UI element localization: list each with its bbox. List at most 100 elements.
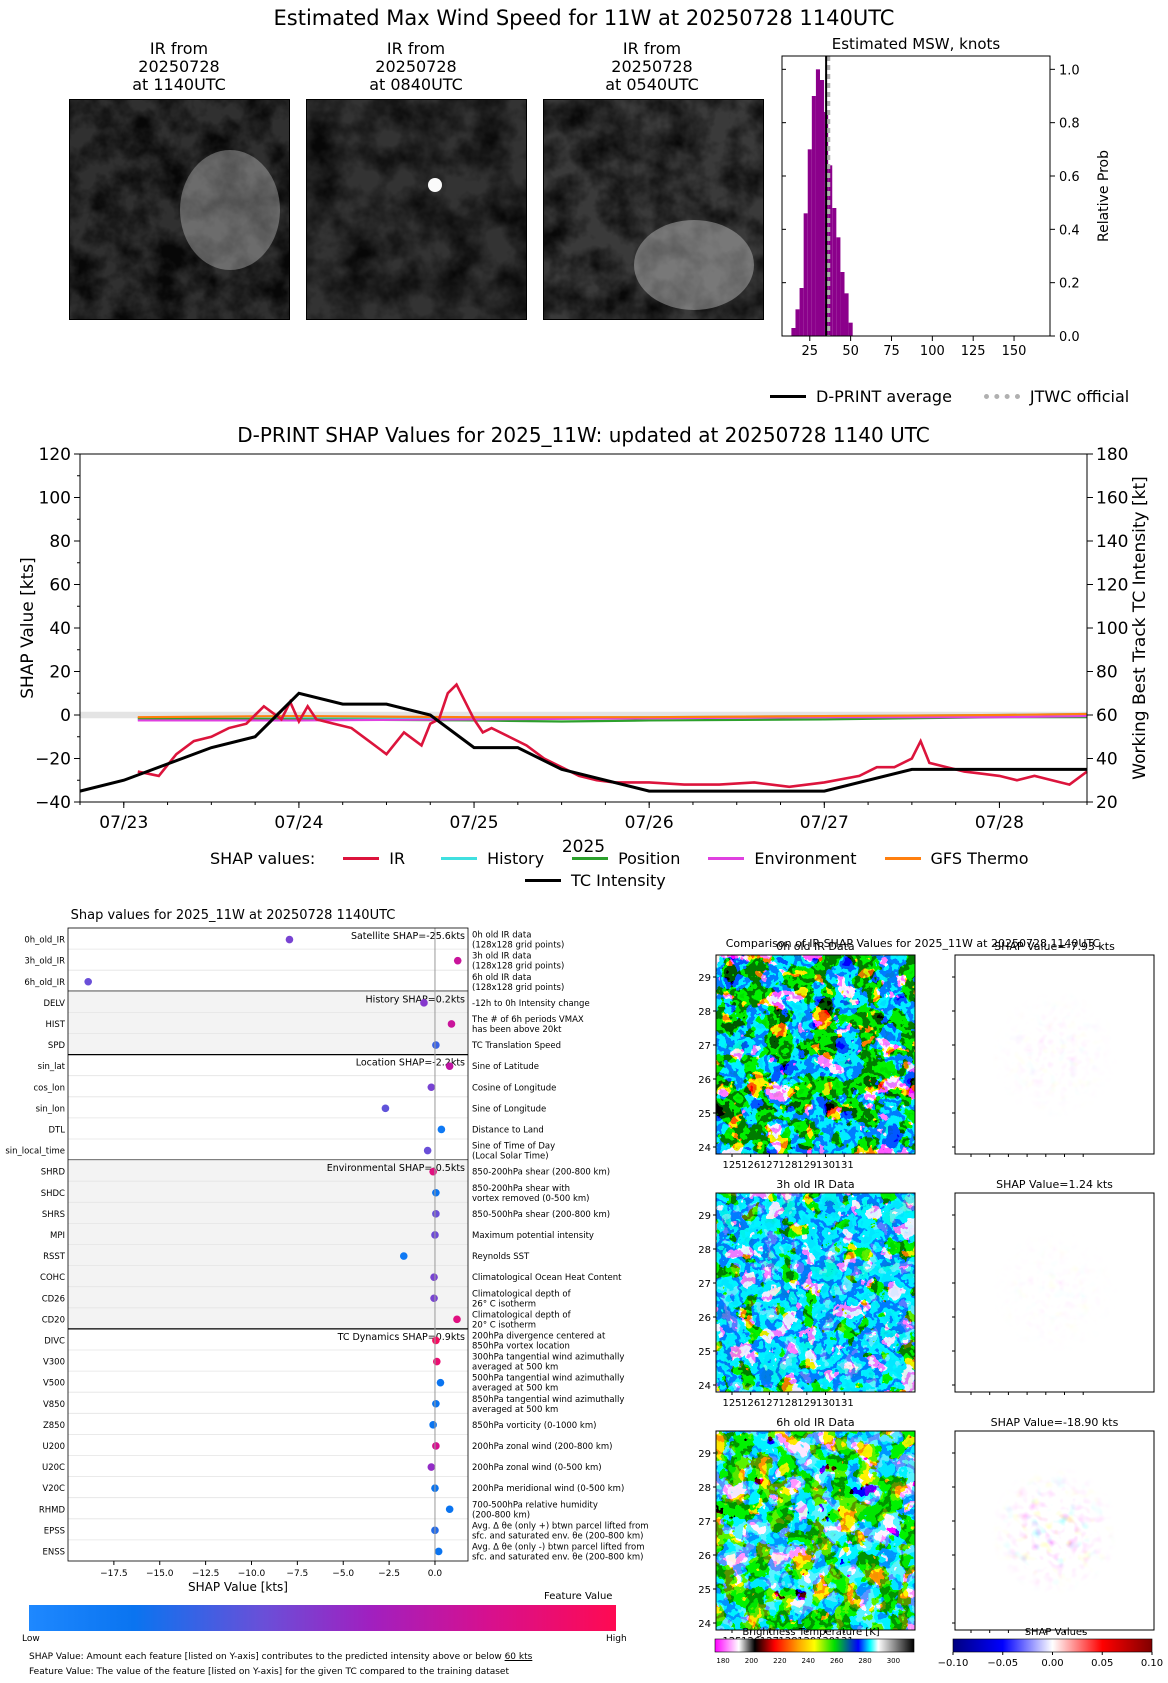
ir-panel-3-line2: 20250728 — [611, 57, 693, 76]
histogram-ylabel: Relative Prob — [1096, 150, 1112, 242]
feature-shap-point — [399, 1252, 408, 1260]
timeseries-y2tick-label: 20 — [1096, 793, 1118, 813]
bt-colorbar-tick: 300 — [887, 1657, 900, 1665]
lat-tick-label: 26 — [698, 1551, 711, 1562]
feature-shap-point — [432, 1399, 440, 1408]
feature-desc: 850hPa tangential wind azimuthally — [472, 1395, 624, 1405]
legend-environment-line — [708, 857, 745, 860]
lat-tick-label: 24 — [698, 1143, 711, 1154]
ir-panel-1-line1: IR from — [149, 39, 209, 58]
timeseries-y2tick-label: 100 — [1096, 619, 1128, 639]
ir-panel-2-image — [306, 99, 527, 320]
feature-desc: (Local Solar Time) — [472, 1152, 549, 1162]
timeseries-xtick-label: 07/24 — [274, 813, 323, 833]
ir-panel-3-title: IR from 20250728 at 0540UTC — [541, 40, 763, 94]
features-frame — [67, 927, 469, 1562]
feature-desc: 850-500hPa shear (200-800 km) — [472, 1210, 610, 1220]
feature-desc: averaged at 500 km — [472, 1384, 558, 1394]
feature-desc: 200hPa zonal wind (0-500 km) — [472, 1463, 602, 1473]
feature-shap-point — [429, 1421, 437, 1429]
legend-tc-label: TC Intensity — [571, 871, 666, 890]
timeseries-y2label: Working Best Track TC Intensity [kt] — [1130, 476, 1150, 780]
feature-name: U200 — [43, 1442, 65, 1452]
feature-desc: 0h old IR data — [472, 931, 531, 941]
feature-shap-point — [423, 1146, 432, 1155]
feature-name: SHRD — [41, 1168, 66, 1178]
series-line-ir — [137, 682, 1088, 789]
legend-ir-line — [343, 857, 380, 860]
bt-colorbar-tick: 260 — [830, 1657, 843, 1665]
feature-name: cos_lon — [33, 1083, 65, 1093]
shap-colorbar-tick: 0.00 — [1041, 1658, 1063, 1669]
timeseries-xtick-label: 07/25 — [450, 813, 499, 833]
feature-desc: -12h to 0h Intensity change — [472, 999, 590, 1009]
features-xtick-label: −2.5 — [378, 1569, 400, 1579]
ir-panel-3-texture — [544, 100, 763, 319]
timeseries-xtick-label: 07/28 — [975, 813, 1024, 833]
feature-desc: Distance to Land — [472, 1125, 544, 1135]
histogram-xtick-label: 100 — [920, 344, 945, 359]
feature-colorbar — [29, 1605, 616, 1631]
feature-name: EPSS — [44, 1526, 65, 1536]
feature-name: 6h_old_IR — [24, 978, 65, 988]
feature-desc: 700-500hPa relative humidity — [472, 1500, 598, 1510]
note-line-1-value: 60 kts — [504, 1652, 533, 1662]
feature-desc: (128x128 grid points) — [472, 983, 564, 993]
feature-desc: 300hPa tangential wind azimuthally — [472, 1353, 624, 1363]
lat-tick-label: 29 — [698, 1211, 711, 1222]
histogram-xtick-label: 75 — [883, 344, 900, 359]
legend-environment-label: Environment — [754, 849, 857, 868]
timeseries-xtick-label: 07/26 — [625, 813, 674, 833]
feature-name: RSST — [43, 1252, 66, 1262]
feature-shap-point — [436, 1378, 445, 1387]
feature-shap-point — [430, 1273, 438, 1281]
ir-panel-1-line2: 20250728 — [138, 57, 220, 76]
comparison-title: Comparison of IR SHAP Values for 2025_11… — [726, 937, 1101, 950]
shap-map-frame — [954, 1430, 1155, 1631]
group-label: TC Dynamics SHAP=0.9kts — [337, 1332, 465, 1343]
shap-features-chart: Shap values for 2025_11W at 20250728 114… — [5, 908, 648, 1594]
histogram-bar — [799, 288, 804, 336]
shap-row-title: SHAP Value=1.24 kts — [996, 1178, 1113, 1191]
note-line-1-text: SHAP Value: Amount each feature [listed … — [29, 1652, 502, 1662]
legend-gfs-label: GFS Thermo — [930, 849, 1029, 868]
feature-name: sin_lon — [36, 1104, 65, 1114]
feature-desc: (128x128 grid points) — [472, 962, 564, 972]
ir-map-image — [716, 1193, 915, 1392]
feature-name: V850 — [43, 1400, 65, 1410]
zero-band — [80, 711, 1087, 719]
lat-tick-label: 26 — [698, 1075, 711, 1086]
feature-name: 3h_old_IR — [24, 957, 65, 967]
features-xtick-label: −7.5 — [286, 1569, 308, 1579]
feature-desc: 6h old IR data — [472, 973, 531, 983]
feature-name: COHC — [40, 1273, 65, 1283]
lon-tick-label: 126 — [741, 1160, 760, 1171]
feature-desc: Avg. Δ θe (only -) btwn parcel lifted fr… — [472, 1542, 645, 1552]
shap-row-title: SHAP Value=-18.90 kts — [991, 1416, 1119, 1429]
feature-name: SPD — [48, 1041, 66, 1051]
features-xtick-label: −17.5 — [100, 1569, 128, 1579]
feature-desc: Maximum potential intensity — [472, 1231, 594, 1241]
histogram-ytick-label: 0.2 — [1059, 277, 1080, 292]
histogram-bar — [836, 237, 841, 336]
feature-name: DTL — [49, 1125, 66, 1135]
histogram-ytick-label: 0.4 — [1059, 223, 1080, 238]
feature-name: V500 — [43, 1379, 65, 1389]
timeseries-y2tick-label: 40 — [1096, 750, 1118, 770]
feature-shap-point — [84, 977, 92, 986]
histogram-legend: D-PRINT average JTWC official — [760, 387, 1129, 406]
timeseries-legend-row2: TC Intensity — [515, 871, 666, 890]
ir-panel-2-texture — [307, 100, 526, 319]
feature-name: CD20 — [42, 1315, 65, 1325]
feature-desc: sfc. and saturated env. θe (200-800 km) — [472, 1552, 644, 1562]
feature-desc: Reynolds SST — [472, 1252, 530, 1262]
histogram-bar — [828, 165, 833, 336]
shap-timeseries-chart: D-PRINT SHAP Values for 2025_11W: update… — [18, 423, 1150, 857]
lat-tick-label: 25 — [698, 1347, 711, 1358]
feature-desc: Climatological depth of — [472, 1310, 572, 1320]
feature-name: MPI — [50, 1231, 65, 1241]
feature-desc: averaged at 500 km — [472, 1405, 558, 1415]
timeseries-xlabel: 2025 — [562, 837, 605, 857]
histogram-ytick-label: 1.0 — [1059, 63, 1080, 78]
feature-desc: (200-800 km) — [472, 1510, 530, 1520]
